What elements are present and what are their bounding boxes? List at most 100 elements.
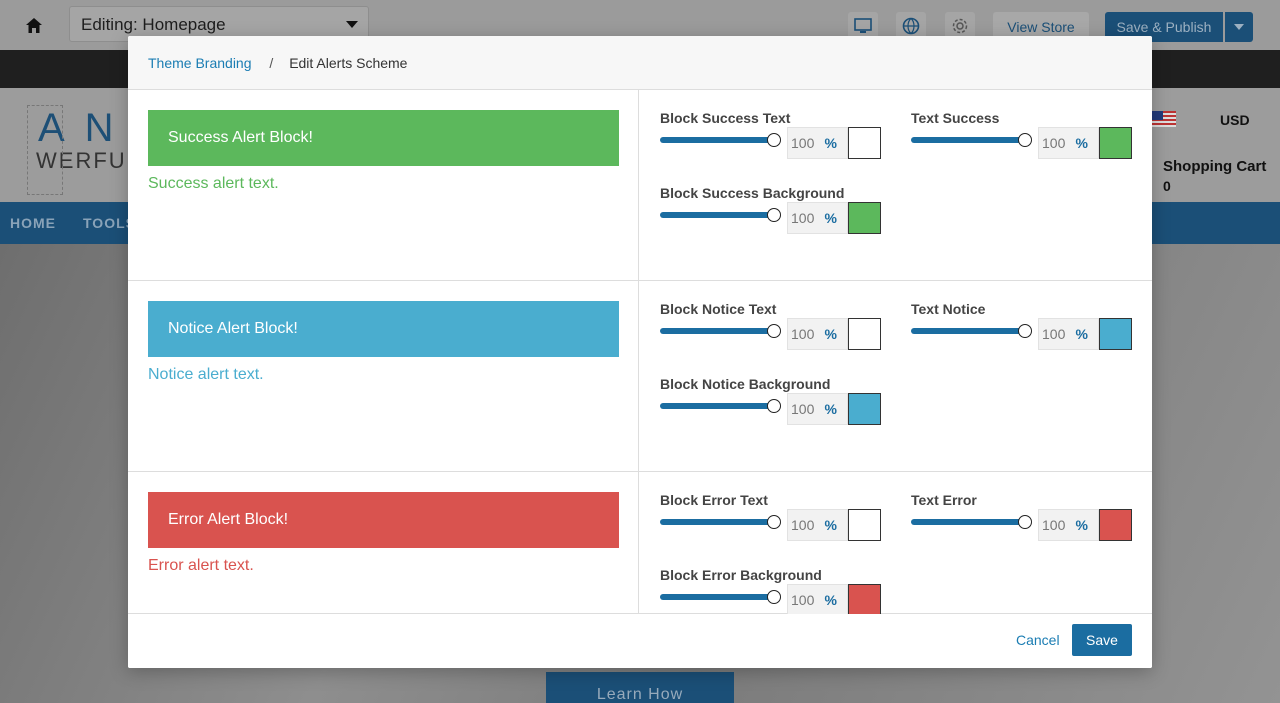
control-block-notice-background: Block Notice Background 100%: [660, 376, 890, 436]
opacity-slider[interactable]: [911, 324, 1032, 338]
color-swatch[interactable]: [848, 127, 881, 159]
color-swatch[interactable]: [848, 393, 881, 425]
percent-label: %: [824, 135, 837, 151]
slider-thumb[interactable]: [767, 208, 781, 222]
alert-preview: Success Alert Block! Success alert text.: [128, 90, 639, 280]
control-text-notice: Text Notice 100%: [911, 301, 1141, 361]
slider-track: [660, 519, 774, 525]
breadcrumb-separator: /: [269, 55, 274, 71]
control-label: Block Error Background: [660, 567, 822, 583]
alert-preview: Notice Alert Block! Notice alert text.: [128, 281, 639, 471]
opacity-input[interactable]: 100%: [1038, 127, 1099, 159]
control-block-success-background: Block Success Background 100%: [660, 185, 890, 245]
slider-thumb[interactable]: [1018, 324, 1032, 338]
opacity-slider[interactable]: [911, 515, 1032, 529]
percent-label: %: [1075, 135, 1088, 151]
edit-alerts-modal: Theme Branding / Edit Alerts Scheme Succ…: [128, 36, 1152, 668]
opacity-value: 100: [791, 326, 815, 342]
alert-row-notice: Notice Alert Block! Notice alert text. B…: [128, 281, 1152, 472]
slider-thumb[interactable]: [767, 324, 781, 338]
opacity-value: 100: [791, 401, 815, 417]
home-button[interactable]: [20, 12, 48, 38]
color-swatch[interactable]: [848, 509, 881, 541]
shopping-cart-label[interactable]: Shopping Cart: [1163, 158, 1267, 175]
control-text-error: Text Error 100%: [911, 492, 1141, 552]
learn-how-button[interactable]: Learn How: [546, 672, 734, 703]
desktop-view-button[interactable]: [848, 12, 878, 40]
home-icon: [26, 17, 42, 33]
publish-options-button[interactable]: [1225, 12, 1253, 42]
color-swatch[interactable]: [1099, 509, 1132, 541]
opacity-slider[interactable]: [660, 324, 781, 338]
control-block-error-background: Block Error Background 100%: [660, 567, 890, 627]
notice-alert-text: Notice alert text.: [148, 366, 264, 383]
color-swatch[interactable]: [1099, 318, 1132, 350]
slider-thumb[interactable]: [1018, 133, 1032, 147]
currency-select[interactable]: USD: [1220, 112, 1250, 128]
opacity-value: 100: [791, 135, 815, 151]
notice-alert-block: Notice Alert Block!: [148, 301, 619, 357]
opacity-input[interactable]: 100%: [1038, 509, 1099, 541]
slider-thumb[interactable]: [767, 590, 781, 604]
error-alert-text: Error alert text.: [148, 557, 254, 574]
nav-item-home[interactable]: HOME: [10, 215, 56, 231]
slider-thumb[interactable]: [767, 399, 781, 413]
color-swatch[interactable]: [848, 202, 881, 234]
percent-label: %: [824, 401, 837, 417]
control-label: Text Success: [911, 110, 1000, 126]
slider-track: [660, 594, 774, 600]
opacity-input[interactable]: 100%: [787, 509, 848, 541]
color-swatch[interactable]: [848, 318, 881, 350]
opacity-input[interactable]: 100%: [787, 318, 848, 350]
success-alert-block: Success Alert Block!: [148, 110, 619, 166]
color-swatch[interactable]: [1099, 127, 1132, 159]
opacity-slider[interactable]: [660, 515, 781, 529]
modal-header: Theme Branding / Edit Alerts Scheme: [128, 36, 1152, 90]
settings-button[interactable]: [945, 12, 975, 40]
opacity-input[interactable]: 100%: [787, 202, 848, 234]
opacity-value: 100: [791, 210, 815, 226]
control-label: Block Success Text: [660, 110, 791, 126]
percent-label: %: [824, 592, 837, 608]
opacity-slider[interactable]: [660, 399, 781, 413]
us-flag-icon[interactable]: [1152, 111, 1176, 127]
control-label: Block Error Text: [660, 492, 768, 508]
color-swatch[interactable]: [848, 584, 881, 616]
breadcrumb-theme-branding[interactable]: Theme Branding: [148, 55, 252, 71]
currency-value: USD: [1220, 112, 1250, 128]
caret-down-icon: [346, 21, 358, 28]
cart-count: 0: [1163, 178, 1171, 194]
control-label: Block Notice Background: [660, 376, 831, 392]
opacity-slider[interactable]: [911, 133, 1032, 147]
caret-down-icon: [1234, 24, 1244, 30]
control-text-success: Text Success 100%: [911, 110, 1141, 170]
error-alert-block: Error Alert Block!: [148, 492, 619, 548]
opacity-value: 100: [791, 517, 815, 533]
globe-icon: [902, 17, 920, 35]
slider-track: [911, 328, 1025, 334]
nav-item-tools[interactable]: TOOLS: [83, 215, 136, 231]
section-edit-tools[interactable]: [27, 105, 63, 195]
store-logo-tagline: WERFU: [36, 148, 127, 173]
cancel-button[interactable]: Cancel: [1016, 632, 1060, 648]
slider-thumb[interactable]: [1018, 515, 1032, 529]
slider-thumb[interactable]: [767, 133, 781, 147]
slider-track: [660, 212, 774, 218]
opacity-input[interactable]: 100%: [787, 127, 848, 159]
language-button[interactable]: [896, 12, 926, 40]
opacity-input[interactable]: 100%: [787, 393, 848, 425]
percent-label: %: [824, 210, 837, 226]
opacity-input[interactable]: 100%: [1038, 318, 1099, 350]
control-block-notice-text: Block Notice Text 100%: [660, 301, 890, 361]
opacity-slider[interactable]: [660, 208, 781, 222]
slider-track: [660, 137, 774, 143]
control-block-success-text: Block Success Text 100%: [660, 110, 890, 170]
opacity-slider[interactable]: [660, 590, 781, 604]
opacity-slider[interactable]: [660, 133, 781, 147]
slider-thumb[interactable]: [767, 515, 781, 529]
opacity-value: 100: [1042, 135, 1066, 151]
opacity-input[interactable]: 100%: [787, 584, 848, 616]
opacity-value: 100: [791, 592, 815, 608]
save-button[interactable]: Save: [1072, 624, 1132, 656]
desktop-icon: [854, 18, 872, 33]
